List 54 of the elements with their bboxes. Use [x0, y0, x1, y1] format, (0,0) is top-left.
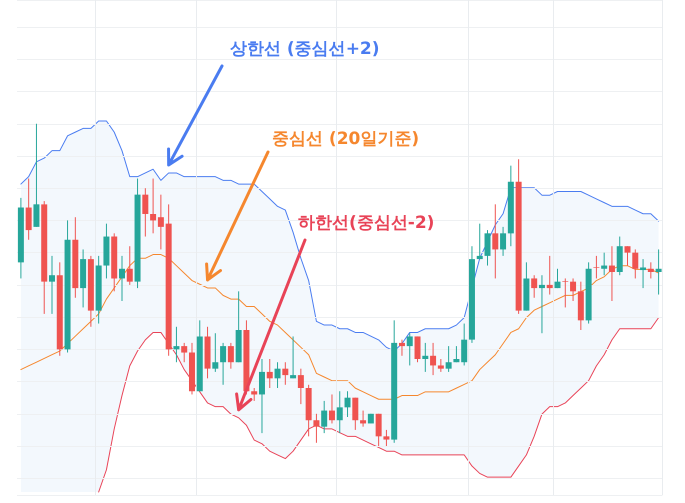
candlestick	[118, 255, 125, 302]
candlestick	[538, 274, 545, 334]
candlestick	[648, 262, 654, 279]
candlestick	[251, 388, 258, 402]
candlestick	[398, 339, 405, 356]
candlestick	[484, 230, 491, 266]
annotation: 하한선(중심선-2)	[298, 212, 434, 234]
candlestick	[422, 342, 428, 372]
candlestick	[446, 346, 452, 372]
candlestick	[181, 342, 188, 363]
candlestick	[531, 274, 538, 298]
candlestick	[26, 178, 32, 240]
annotation: 중심선 (20일기준)	[272, 128, 420, 150]
candlestick	[438, 358, 444, 372]
candlestick	[344, 390, 351, 418]
candlestick	[220, 342, 226, 386]
candlestick	[336, 390, 343, 434]
text: 상한선 (중심선+2)	[230, 38, 380, 60]
candlestick	[142, 188, 148, 238]
candlestick	[228, 342, 234, 370]
candlestick	[601, 252, 608, 276]
candlestick	[500, 226, 506, 256]
candlestick	[383, 429, 390, 447]
candlestick	[608, 246, 615, 302]
candlestick	[624, 246, 631, 266]
candlestick	[126, 246, 133, 286]
candlestick	[492, 204, 498, 279]
candlestick	[274, 362, 281, 389]
candlestick	[48, 255, 55, 314]
candlestick	[33, 123, 40, 228]
candlestick	[258, 358, 265, 434]
candlestick	[546, 255, 553, 296]
candlestick	[593, 255, 600, 279]
candlestick	[298, 368, 304, 405]
candlestick	[313, 413, 320, 444]
candlestick	[266, 358, 273, 389]
candlestick	[640, 258, 646, 289]
candlestick	[554, 268, 561, 289]
candlestick	[414, 336, 421, 363]
candlestick	[352, 397, 358, 430]
candlestick	[290, 336, 296, 379]
candlestick	[656, 248, 662, 296]
candlestick	[328, 394, 335, 424]
candlestick	[376, 413, 382, 447]
candlestick	[282, 362, 288, 386]
candlestick	[406, 332, 413, 366]
candlestick	[476, 223, 483, 260]
candlestick	[150, 178, 156, 234]
candlestick	[321, 400, 328, 434]
candlestick	[632, 248, 638, 279]
candlestick	[430, 342, 436, 376]
candlestick	[212, 332, 218, 372]
candlestick	[360, 410, 366, 428]
candlestick	[173, 326, 180, 363]
